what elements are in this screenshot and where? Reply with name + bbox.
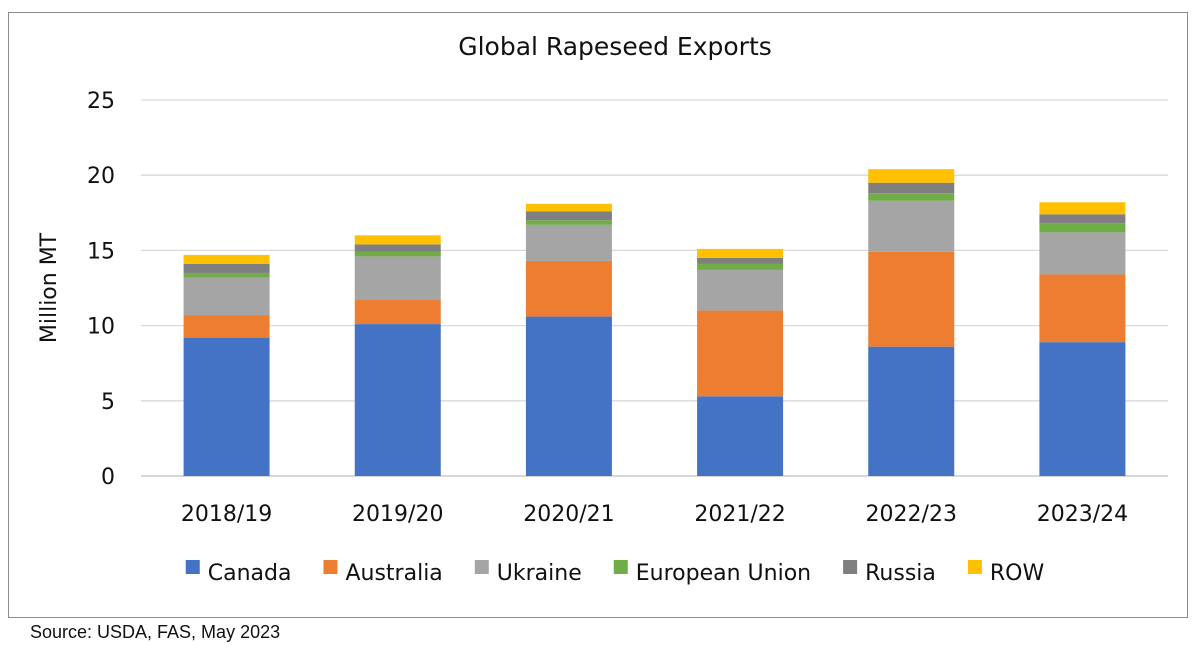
bar-canada-2019-20 xyxy=(354,324,441,476)
y-tick-label: 5 xyxy=(101,390,115,415)
bar-row-2021-22 xyxy=(697,248,784,258)
bar-russia-2021-22 xyxy=(697,257,784,264)
legend-label-canada: Canada xyxy=(208,561,292,586)
legend-label-row: ROW xyxy=(990,561,1045,586)
source-note: Source: USDA, FAS, May 2023 xyxy=(30,622,281,642)
bar-australia-2019-20 xyxy=(354,300,441,325)
bar-ukraine-2018-19 xyxy=(183,277,270,316)
bar-european-union-2019-20 xyxy=(354,251,441,257)
bar-ukraine-2020-21 xyxy=(525,224,612,261)
x-tick-label: 2022/23 xyxy=(866,502,957,527)
bar-row-2023-24 xyxy=(1039,202,1126,215)
bar-australia-2018-19 xyxy=(183,315,270,338)
chart-svg: Global Rapeseed Exports Million MT 0 5 10 1… xyxy=(37,32,1168,586)
x-tick-label: 2021/22 xyxy=(694,502,785,527)
bar-canada-2023-24 xyxy=(1039,342,1126,476)
y-tick-label: 0 xyxy=(101,465,115,490)
bar-european-union-2020-21 xyxy=(525,220,612,225)
bar-canada-2021-22 xyxy=(697,396,784,476)
bar-russia-2018-19 xyxy=(183,263,270,273)
legend-label-european-union: European Union xyxy=(636,561,811,586)
y-tick-label: 20 xyxy=(87,164,115,189)
x-tick-label: 2023/24 xyxy=(1037,502,1128,527)
legend: Canada Australia Ukraine European Union Russ… xyxy=(185,560,1045,586)
bar-row-2022-23 xyxy=(868,169,955,183)
bar-canada-2020-21 xyxy=(525,316,612,476)
bar-ukraine-2022-23 xyxy=(868,200,955,252)
y-tick-label: 10 xyxy=(87,315,115,340)
bar-australia-2020-21 xyxy=(525,260,612,317)
bar-row-2018-19 xyxy=(183,254,270,264)
bar-european-union-2023-24 xyxy=(1039,223,1126,233)
bar-ukraine-2019-20 xyxy=(354,256,441,301)
bar-russia-2020-21 xyxy=(525,211,612,221)
bar-european-union-2018-19 xyxy=(183,272,270,278)
bar-russia-2023-24 xyxy=(1039,214,1126,224)
legend-label-russia: Russia xyxy=(865,561,936,586)
bar-european-union-2022-23 xyxy=(868,193,955,201)
legend-swatch-australia xyxy=(323,560,338,574)
y-tick-labels: 0 5 10 15 20 25 xyxy=(87,89,115,490)
x-tick-label: 2020/21 xyxy=(523,502,614,527)
gridlines xyxy=(141,99,1168,477)
bar-australia-2022-23 xyxy=(868,251,955,347)
legend-swatch-european-union xyxy=(613,560,628,574)
bar-russia-2022-23 xyxy=(868,182,955,194)
legend-swatch-canada xyxy=(185,560,200,574)
legend-label-australia: Australia xyxy=(345,561,442,586)
bar-ukraine-2023-24 xyxy=(1039,232,1126,275)
bar-ukraine-2021-22 xyxy=(697,269,784,311)
bar-row-2019-20 xyxy=(354,235,441,245)
bar-australia-2023-24 xyxy=(1039,274,1126,343)
bar-european-union-2021-22 xyxy=(697,263,784,270)
bar-russia-2019-20 xyxy=(354,244,441,252)
legend-swatch-ukraine xyxy=(474,560,489,574)
y-tick-label: 25 xyxy=(87,89,115,114)
bar-canada-2018-19 xyxy=(183,337,270,476)
bar-stacks xyxy=(183,169,1126,476)
chart-title: Global Rapeseed Exports xyxy=(458,32,772,61)
bar-australia-2021-22 xyxy=(697,310,784,397)
y-tick-label: 15 xyxy=(87,239,115,264)
x-tick-labels: 2018/19 2019/20 2020/21 2021/22 2022/23 2023/… xyxy=(181,502,1128,527)
y-axis-label: Million MT xyxy=(37,232,62,343)
legend-label-ukraine: Ukraine xyxy=(497,561,582,586)
bar-row-2020-21 xyxy=(525,203,612,212)
x-tick-label: 2018/19 xyxy=(181,502,272,527)
bar-canada-2022-23 xyxy=(868,346,955,476)
x-tick-label: 2019/20 xyxy=(352,502,443,527)
legend-swatch-russia xyxy=(843,560,858,574)
legend-swatch-row xyxy=(967,560,982,574)
